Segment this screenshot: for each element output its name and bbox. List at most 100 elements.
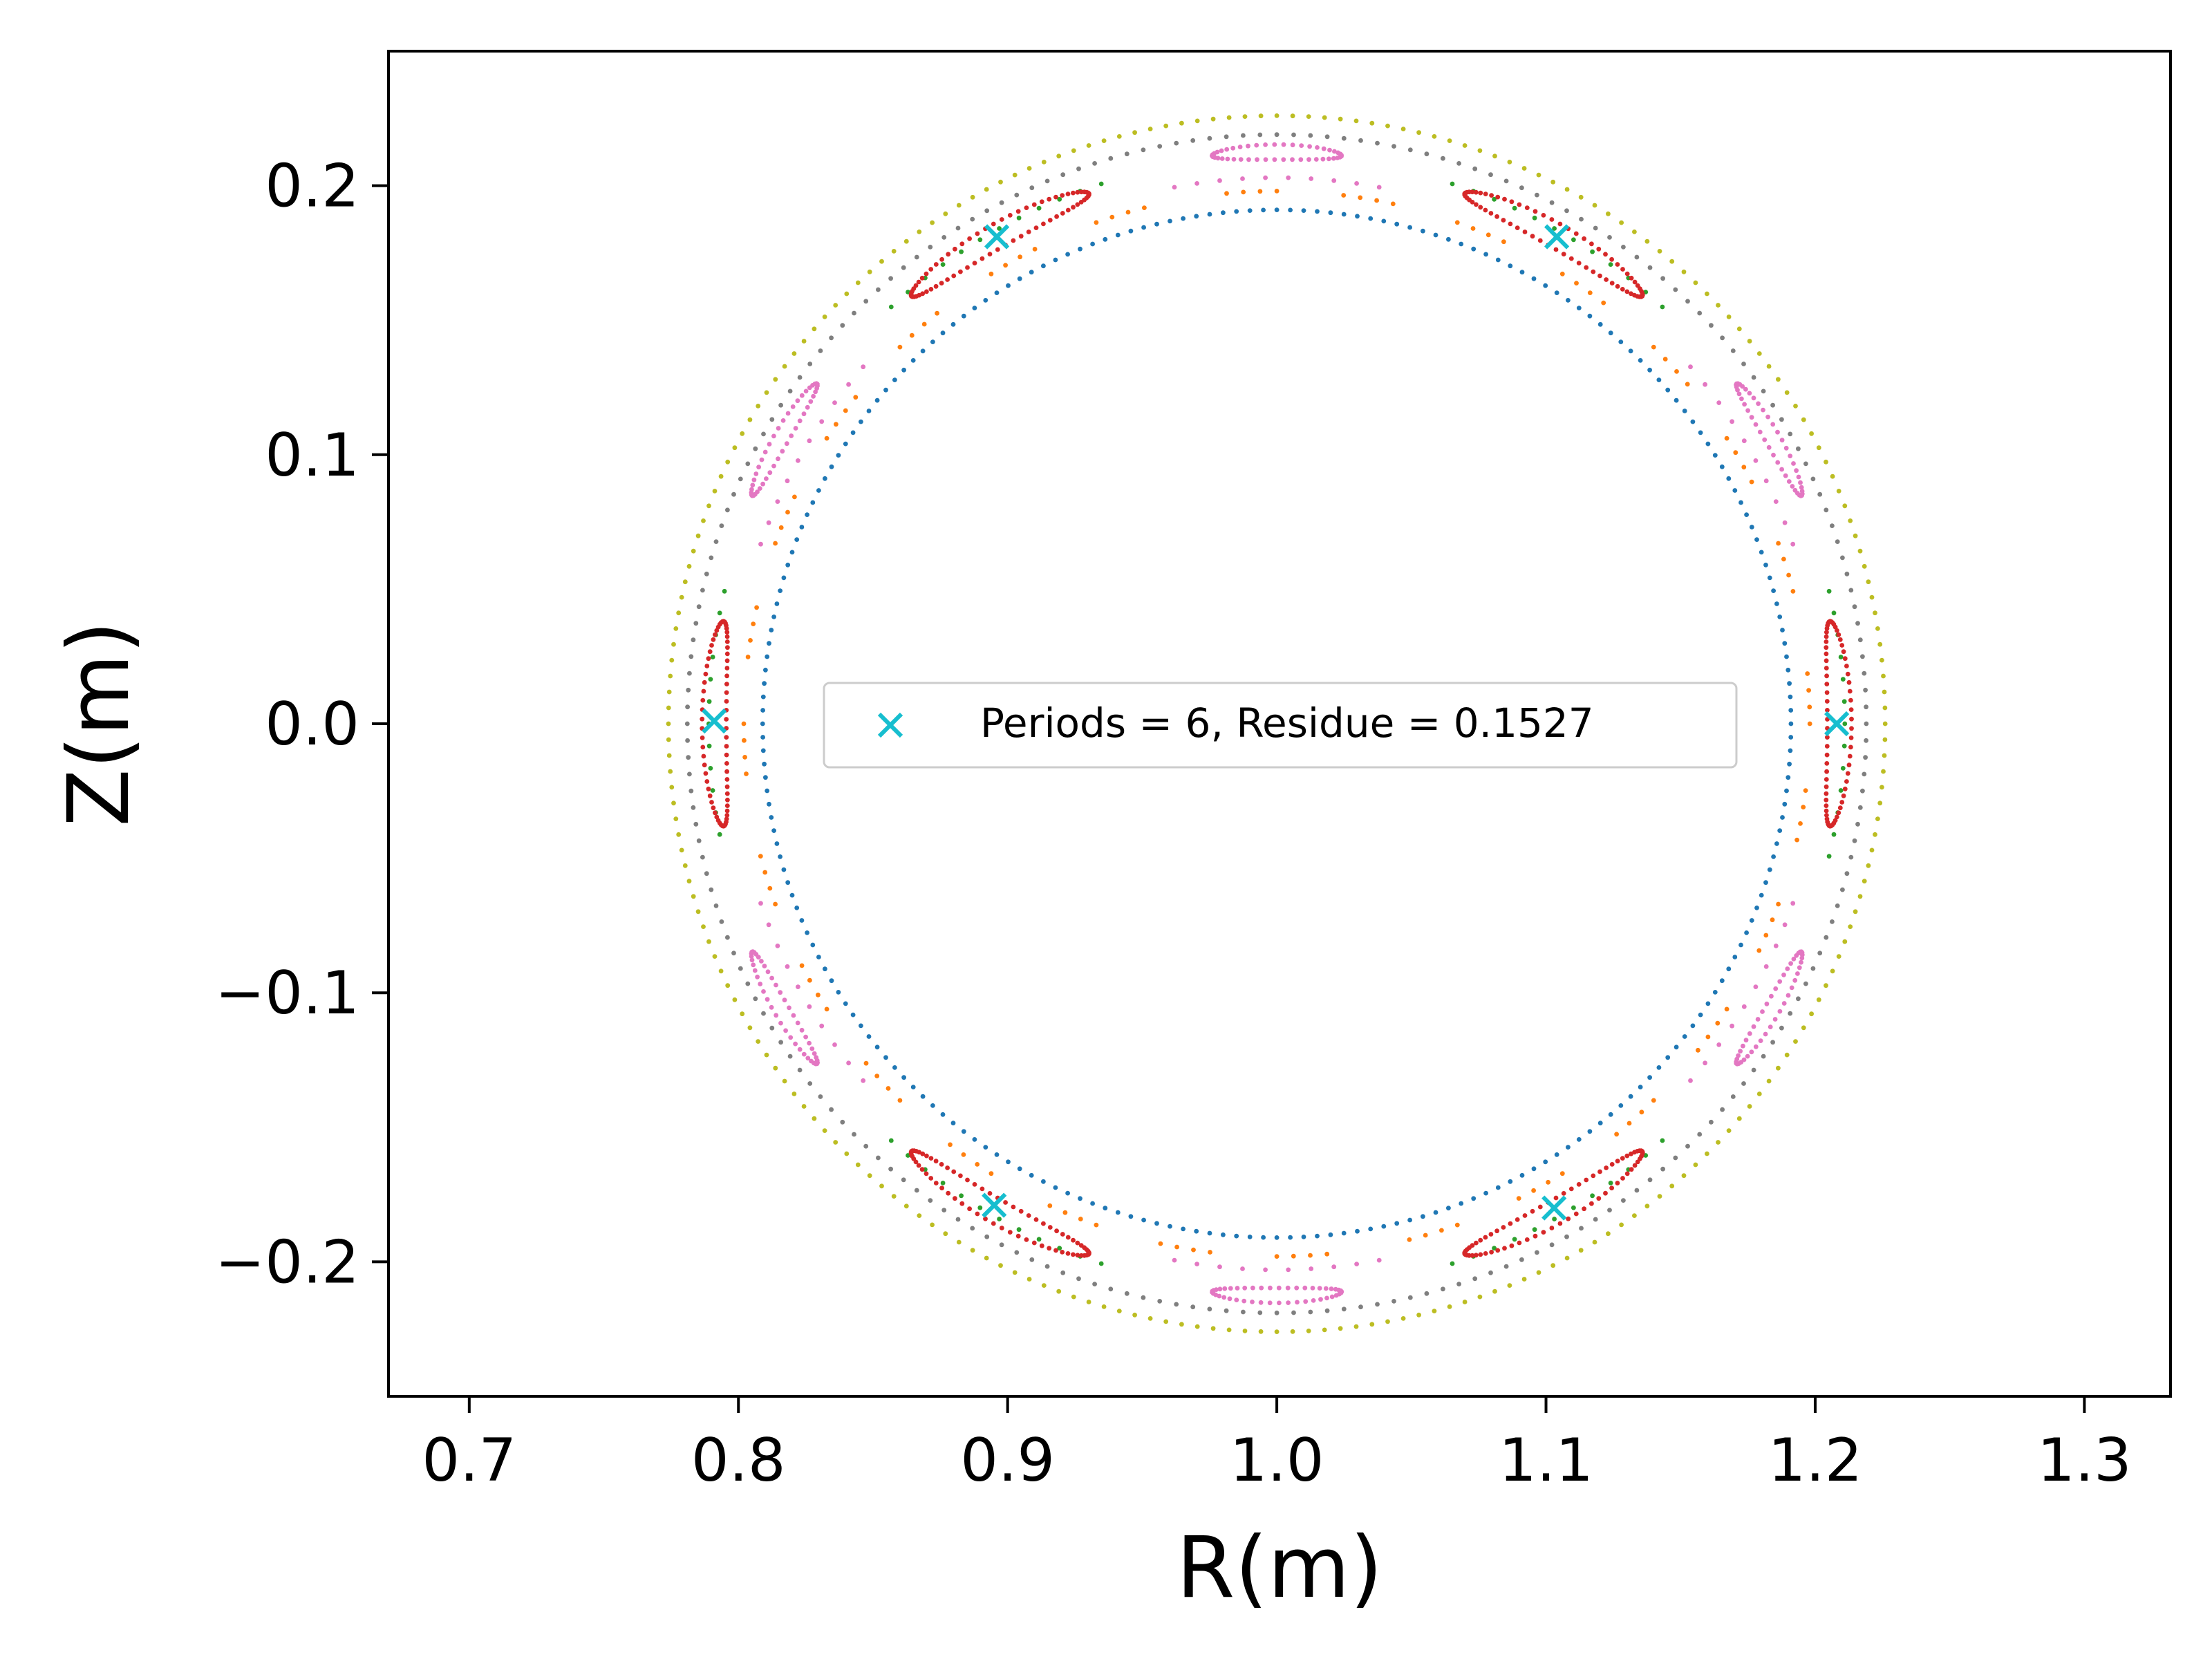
surface-3-point bbox=[707, 793, 713, 798]
surface-3-point bbox=[1060, 211, 1065, 216]
surface-3-point bbox=[706, 656, 711, 662]
surface-3-point bbox=[1473, 189, 1479, 195]
surface-7-point bbox=[676, 610, 682, 616]
surface-3-point bbox=[701, 753, 706, 759]
surface-4-point bbox=[801, 1051, 807, 1057]
surface-2-point bbox=[1571, 237, 1576, 243]
surface-6-point bbox=[761, 431, 766, 437]
surface-6-point bbox=[1741, 1081, 1746, 1086]
surface-4-point bbox=[1738, 1049, 1743, 1054]
surface-0-point bbox=[810, 500, 816, 505]
surface-3-point bbox=[1603, 252, 1608, 257]
surface-7-point bbox=[1179, 120, 1184, 126]
surface-0-point bbox=[1576, 306, 1582, 310]
surface-1-point bbox=[1756, 948, 1762, 953]
surface-7-point bbox=[747, 1025, 753, 1031]
surface-3-point bbox=[980, 1186, 985, 1192]
surface-3-point bbox=[1584, 1177, 1589, 1183]
surface-3-point bbox=[1836, 810, 1841, 816]
surface-4-point bbox=[1758, 1038, 1763, 1043]
surface-7-point bbox=[833, 303, 838, 308]
surface-0-point bbox=[799, 918, 805, 923]
surface-3-point bbox=[1589, 1201, 1594, 1206]
surface-3-point bbox=[1047, 218, 1053, 223]
surface-5-point bbox=[785, 478, 790, 484]
surface-6-point bbox=[1796, 996, 1801, 1002]
surface-0-point bbox=[1554, 1152, 1559, 1157]
surface-1-point bbox=[1274, 189, 1280, 194]
surface-0-point bbox=[771, 828, 776, 833]
surface-1-point bbox=[1674, 369, 1679, 374]
surface-6-point bbox=[1803, 981, 1808, 986]
surface-3-point bbox=[1824, 666, 1829, 671]
surface-1-point bbox=[1790, 589, 1796, 594]
surface-6-point bbox=[1535, 1250, 1539, 1255]
surface-7-point bbox=[691, 894, 696, 899]
x-point-marker bbox=[1544, 224, 1570, 250]
surface-0-point bbox=[1207, 1230, 1212, 1236]
surface-4-point bbox=[1799, 955, 1805, 961]
surface-1-point bbox=[948, 1142, 953, 1147]
surface-0-point bbox=[1788, 721, 1794, 727]
surface-6-point bbox=[1014, 192, 1020, 198]
surface-7-point bbox=[1848, 924, 1853, 929]
surface-4-point bbox=[1785, 966, 1790, 971]
surface-4-point bbox=[1788, 961, 1794, 966]
surface-6-point bbox=[1852, 838, 1857, 843]
surface-3-point bbox=[959, 1201, 965, 1206]
surface-0-point bbox=[1495, 1185, 1501, 1190]
surface-2-point bbox=[1552, 226, 1557, 231]
surface-5-point bbox=[775, 499, 780, 504]
surface-4-point bbox=[757, 486, 762, 491]
surface-6-point bbox=[745, 981, 751, 986]
surface-4-point bbox=[782, 997, 787, 1003]
surface-1-point bbox=[792, 494, 797, 500]
surface-3-point bbox=[965, 1177, 970, 1183]
y-tick-label: −0.1 bbox=[215, 959, 359, 1028]
surface-3-point bbox=[1501, 1225, 1506, 1230]
surface-7-point bbox=[1226, 1327, 1232, 1333]
surface-3-point bbox=[1573, 1211, 1579, 1217]
surface-4-point bbox=[1747, 1031, 1752, 1036]
surface-6-point bbox=[1697, 1132, 1703, 1137]
surface-3-point bbox=[724, 777, 730, 782]
surface-5-point bbox=[819, 419, 825, 424]
surface-6-point bbox=[1840, 555, 1845, 561]
surface-3-point bbox=[916, 1163, 921, 1168]
surface-6-point bbox=[1108, 156, 1114, 161]
surface-5-point bbox=[1730, 1023, 1735, 1029]
surface-1-point bbox=[773, 541, 778, 546]
surface-1-point bbox=[1062, 1210, 1068, 1215]
surface-7-point bbox=[725, 459, 731, 465]
surface-6-point bbox=[1864, 721, 1869, 727]
surface-6-point bbox=[1407, 147, 1413, 153]
surface-3-point bbox=[1041, 221, 1046, 227]
surface-3-point bbox=[1024, 205, 1029, 210]
surface-3-point bbox=[1824, 752, 1830, 758]
surface-0-point bbox=[1483, 1190, 1489, 1196]
surface-4-point bbox=[1781, 1001, 1787, 1006]
surface-3-point bbox=[722, 823, 727, 828]
surface-0-point bbox=[866, 409, 872, 413]
surface-6-point bbox=[797, 1067, 803, 1073]
surface-2-point bbox=[1608, 1181, 1613, 1185]
surface-4-point bbox=[809, 1046, 815, 1051]
surface-0-point bbox=[1221, 1232, 1226, 1237]
surface-3-point bbox=[1615, 283, 1620, 289]
surface-7-point bbox=[676, 832, 682, 837]
surface-6-point bbox=[1720, 335, 1725, 341]
surface-3-point bbox=[1047, 1246, 1052, 1251]
surface-0-point bbox=[1029, 270, 1034, 275]
surface-3-point bbox=[1003, 1200, 1008, 1205]
surface-3-point bbox=[933, 1181, 939, 1185]
surface-1-point bbox=[1741, 465, 1747, 470]
surface-4-point bbox=[1307, 144, 1312, 149]
surface-6-point bbox=[713, 539, 719, 544]
surface-5-point bbox=[861, 1078, 866, 1083]
surface-7-point bbox=[1716, 1140, 1721, 1145]
surface-3-point bbox=[1524, 1237, 1530, 1242]
surface-7-point bbox=[1290, 113, 1295, 119]
surface-7-point bbox=[1632, 1213, 1637, 1218]
surface-0-point bbox=[1656, 377, 1662, 382]
surface-4-point bbox=[1775, 460, 1781, 465]
